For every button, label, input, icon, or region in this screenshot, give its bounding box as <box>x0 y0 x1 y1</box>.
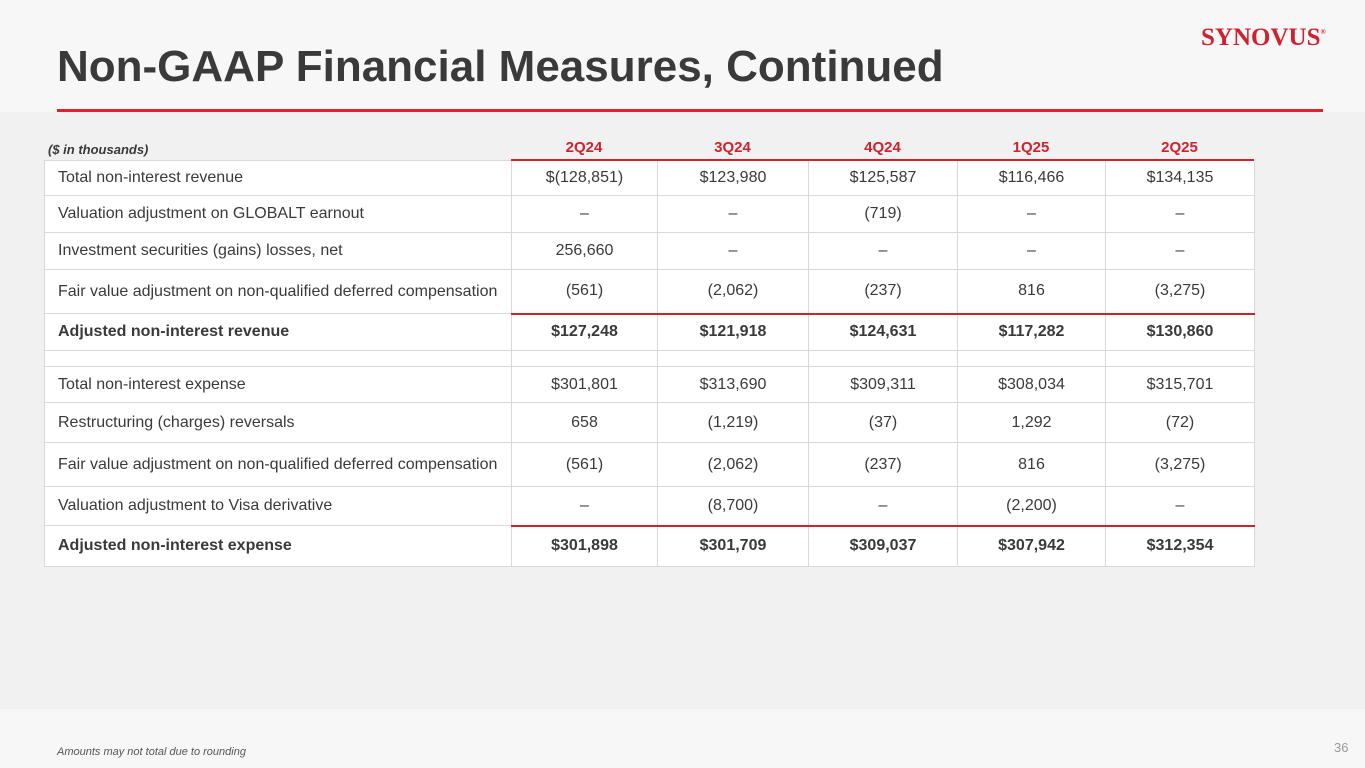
table-header-row: ($ in thousands) 2Q24 3Q24 4Q24 1Q25 2Q2… <box>44 136 1254 161</box>
footnote: Amounts may not total due to rounding <box>57 746 246 758</box>
page-number: 36 <box>1334 740 1349 755</box>
cell-value: 256,660 <box>511 232 658 270</box>
header-divider <box>511 159 1254 161</box>
cell-value: – <box>1105 232 1255 270</box>
cell-value: (2,200) <box>957 486 1106 526</box>
row-label: Fair value adjustment on non-qualified d… <box>44 442 512 487</box>
table-row-total: Adjusted non-interest revenue $127,248 $… <box>44 312 1255 351</box>
table-row: Restructuring (charges) reversals 658 (1… <box>44 402 1255 443</box>
cell-value: $307,942 <box>957 524 1106 567</box>
row-label: Total non-interest revenue <box>44 160 512 196</box>
cell-value: – <box>808 232 958 270</box>
cell-value: – <box>657 195 809 233</box>
synovus-logo: SYNOVUS® <box>1201 24 1326 51</box>
cell-value: (719) <box>808 195 958 233</box>
cell-value: $121,918 <box>657 312 809 351</box>
table-row-total: Adjusted non-interest expense $301,898 $… <box>44 524 1255 567</box>
cell-value: $309,311 <box>808 366 958 403</box>
cell-value: $315,701 <box>1105 366 1255 403</box>
column-header: 2Q24 <box>565 139 603 156</box>
table-row: Total non-interest expense $301,801 $313… <box>44 366 1255 403</box>
cell-value: (2,062) <box>657 269 809 314</box>
cell-value: (37) <box>808 402 958 443</box>
cell-value: (237) <box>808 442 958 487</box>
spacer-row <box>44 350 1255 367</box>
table-row: Valuation adjustment to Visa derivative … <box>44 486 1255 526</box>
cell-value: 1,292 <box>957 402 1106 443</box>
column-header: 1Q25 <box>1012 139 1050 156</box>
financial-table-section: ($ in thousands) 2Q24 3Q24 4Q24 1Q25 2Q2… <box>44 136 1255 567</box>
row-label: Valuation adjustment on GLOBALT earnout <box>44 195 512 233</box>
row-label: Restructuring (charges) reversals <box>44 402 512 443</box>
column-header: 4Q24 <box>864 139 901 156</box>
cell-value: $309,037 <box>808 524 958 567</box>
cell-value: $301,709 <box>657 524 809 567</box>
non-gaap-table: Total non-interest revenue $(128,851) $1… <box>44 160 1255 567</box>
cell-value: – <box>511 486 658 526</box>
header-background <box>0 0 1365 112</box>
table-row: Total non-interest revenue $(128,851) $1… <box>44 160 1255 196</box>
cell-value: 658 <box>511 402 658 443</box>
cell-value: (3,275) <box>1105 269 1255 314</box>
row-label: Fair value adjustment on non-qualified d… <box>44 269 512 314</box>
cell-value: $130,860 <box>1105 312 1255 351</box>
cell-value: – <box>808 486 958 526</box>
cell-value: $127,248 <box>511 312 658 351</box>
cell-value: $125,587 <box>808 160 958 196</box>
title-divider <box>57 109 1323 112</box>
cell-value: (2,062) <box>657 442 809 487</box>
cell-value: (3,275) <box>1105 442 1255 487</box>
cell-value: – <box>957 195 1106 233</box>
row-label: Valuation adjustment to Visa derivative <box>44 486 512 526</box>
cell-value: (561) <box>511 442 658 487</box>
units-label: ($ in thousands) <box>48 142 149 157</box>
column-header: 2Q25 <box>1161 139 1198 156</box>
cell-value: $312,354 <box>1105 524 1255 567</box>
column-header: 3Q24 <box>714 139 751 156</box>
cell-value: – <box>657 232 809 270</box>
row-label: Total non-interest expense <box>44 366 512 403</box>
cell-value: $134,135 <box>1105 160 1255 196</box>
cell-value: – <box>957 232 1106 270</box>
cell-value: (72) <box>1105 402 1255 443</box>
page-title: Non-GAAP Financial Measures, Continued <box>57 42 944 91</box>
cell-value: $301,801 <box>511 366 658 403</box>
row-label: Adjusted non-interest expense <box>44 525 512 567</box>
cell-value: (237) <box>808 269 958 314</box>
row-label: Adjusted non-interest revenue <box>44 313 512 351</box>
table-row: Valuation adjustment on GLOBALT earnout … <box>44 195 1255 233</box>
cell-value: (8,700) <box>657 486 809 526</box>
footer-background <box>0 709 1365 768</box>
cell-value: $116,466 <box>957 160 1106 196</box>
cell-value: $(128,851) <box>511 160 658 196</box>
cell-value: $301,898 <box>511 524 658 567</box>
cell-value: – <box>1105 486 1255 526</box>
table-row: Fair value adjustment on non-qualified d… <box>44 442 1255 487</box>
cell-value: $124,631 <box>808 312 958 351</box>
cell-value: 816 <box>957 269 1106 314</box>
cell-value: $123,980 <box>657 160 809 196</box>
cell-value: – <box>511 195 658 233</box>
cell-value: 816 <box>957 442 1106 487</box>
table-row: Fair value adjustment on non-qualified d… <box>44 269 1255 314</box>
cell-value: (561) <box>511 269 658 314</box>
table-row: Investment securities (gains) losses, ne… <box>44 232 1255 270</box>
cell-value: $117,282 <box>957 312 1106 351</box>
cell-value: $313,690 <box>657 366 809 403</box>
cell-value: – <box>1105 195 1255 233</box>
cell-value: $308,034 <box>957 366 1106 403</box>
cell-value: (1,219) <box>657 402 809 443</box>
row-label: Investment securities (gains) losses, ne… <box>44 232 512 270</box>
